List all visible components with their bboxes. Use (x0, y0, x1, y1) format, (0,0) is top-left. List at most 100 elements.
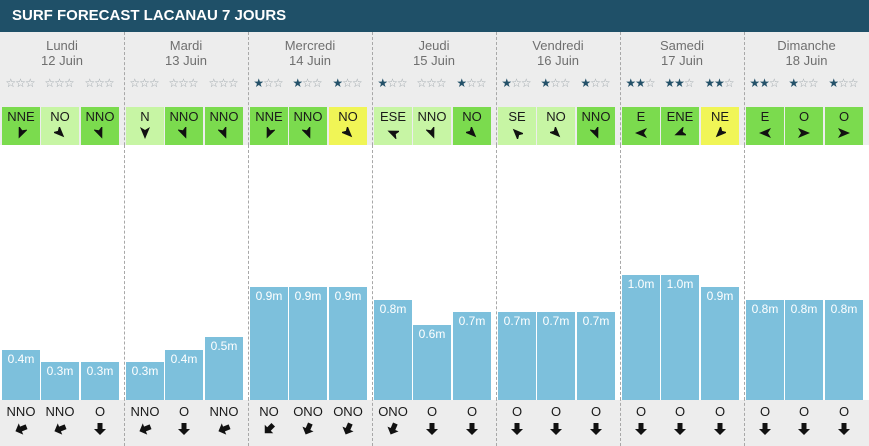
rating-stars: ☆☆☆ (84, 76, 114, 90)
wave-height-label: 0.8m (790, 302, 818, 316)
swell-arrow-icon (797, 422, 811, 436)
swell-arrow-icon (634, 422, 648, 436)
wind-cell: NNO (165, 107, 203, 145)
swell-direction-label: ONO (293, 404, 323, 419)
wind-arrow-icon (178, 127, 190, 139)
wind-cell: NNO (577, 107, 615, 145)
swell-direction-label: O (714, 404, 726, 419)
swell-arrow-icon (425, 422, 439, 436)
wave-height-bar: 0.7m (498, 312, 536, 400)
swell-direction-label: O (590, 404, 602, 419)
day-date: 15 Juin (413, 53, 455, 68)
wind-direction-label: ESE (379, 109, 406, 124)
wave-height-label: 0.7m (458, 314, 486, 328)
wind-direction-label: NNE (255, 109, 283, 124)
rating-stars: ★★☆ (664, 76, 694, 90)
day-separator (496, 145, 497, 400)
wind-cell: NNO (205, 107, 243, 145)
wind-direction-label: O (838, 109, 850, 124)
wind-cell: NNO (289, 107, 327, 145)
day-separator (744, 145, 745, 400)
wind-cell: SE (498, 107, 536, 145)
wave-height-bar: 0.3m (126, 362, 164, 400)
wind-cell: ESE (374, 107, 412, 145)
swell-arrow-icon (93, 422, 107, 436)
wave-height-label: 0.3m (46, 364, 74, 378)
wind-direction-label: E (636, 109, 646, 124)
wave-height-bar: 0.3m (41, 362, 79, 400)
swell-direction-label: O (178, 404, 190, 419)
swell-arrow-icon (549, 422, 563, 436)
wave-height-label: 0.6m (418, 327, 446, 341)
swell-arrow-icon (386, 422, 400, 436)
wind-direction-label: NO (462, 109, 482, 124)
wind-arrow-icon (263, 127, 275, 139)
wave-height-bar: 0.8m (746, 300, 784, 400)
wave-height-label: 0.9m (255, 289, 283, 303)
rating-stars: ★☆☆ (332, 76, 362, 90)
swell-direction-label: O (94, 404, 106, 419)
swell-direction-label: NNO (130, 404, 160, 419)
rating-stars: ★★☆ (749, 76, 779, 90)
wave-height-bar: 0.7m (453, 312, 491, 400)
swell-direction-label: O (635, 404, 647, 419)
day-date: 17 Juin (661, 53, 703, 68)
rating-stars: ☆☆☆ (129, 76, 159, 90)
swell-arrow-icon (341, 422, 355, 436)
day-header: Vendredi 16 Juin (496, 38, 620, 68)
swell-arrow-icon (758, 422, 772, 436)
wind-cell: NO (329, 107, 367, 145)
wave-height-label: 0.4m (7, 352, 35, 366)
rating-stars: ★☆☆ (828, 76, 858, 90)
swell-arrow-icon (713, 422, 727, 436)
rating-stars: ★☆☆ (580, 76, 610, 90)
swell-arrow-icon (301, 422, 315, 436)
day-date: 14 Juin (289, 53, 331, 68)
wind-direction-label: NNO (581, 109, 611, 124)
wave-height-bar: 0.5m (205, 337, 243, 400)
wave-height-bar: 0.6m (413, 325, 451, 400)
wind-direction-label: NNO (209, 109, 239, 124)
wind-arrow-icon (387, 127, 399, 139)
swell-direction-label: O (426, 404, 438, 419)
swell-direction-label: O (550, 404, 562, 419)
rating-stars: ★☆☆ (540, 76, 570, 90)
wind-direction-label: N (140, 109, 150, 124)
wind-arrow-icon (590, 127, 602, 139)
wind-cell: ENE (661, 107, 699, 145)
wind-arrow-icon (466, 127, 478, 139)
swell-direction-label: O (759, 404, 771, 419)
wave-height-label: 0.8m (830, 302, 858, 316)
day-name: Mardi (169, 38, 203, 53)
wind-arrow-icon (139, 127, 151, 139)
swell-direction-label: O (798, 404, 810, 419)
day-name: Dimanche (777, 38, 836, 53)
day-separator (248, 145, 249, 400)
wave-height-label: 0.7m (542, 314, 570, 328)
wind-arrow-icon (838, 127, 850, 139)
day-header: Lundi 12 Juin (0, 38, 124, 68)
wind-arrow-icon (94, 127, 106, 139)
wave-height-label: 0.7m (503, 314, 531, 328)
day-header: Dimanche 18 Juin (744, 38, 869, 68)
wind-arrow-icon (302, 127, 314, 139)
wind-arrow-icon (635, 127, 647, 139)
wave-height-bar: 0.3m (81, 362, 119, 400)
wind-arrow-icon (342, 127, 354, 139)
wind-arrow-icon (759, 127, 771, 139)
rating-stars: ★☆☆ (377, 76, 407, 90)
day-name: Samedi (659, 38, 705, 53)
wind-cell: NO (41, 107, 79, 145)
wind-cell: O (825, 107, 863, 145)
swell-arrow-icon (138, 422, 152, 436)
wind-direction-label: NE (710, 109, 730, 124)
day-date: 16 Juin (537, 53, 579, 68)
wind-direction-label: NO (338, 109, 358, 124)
wind-cell: E (622, 107, 660, 145)
wind-cell: NNE (2, 107, 40, 145)
wave-height-bar: 0.9m (250, 287, 288, 400)
swell-direction-label: ONO (378, 404, 408, 419)
rating-stars: ★★☆ (625, 76, 655, 90)
wind-cell: O (785, 107, 823, 145)
wave-height-bar: 0.8m (374, 300, 412, 400)
